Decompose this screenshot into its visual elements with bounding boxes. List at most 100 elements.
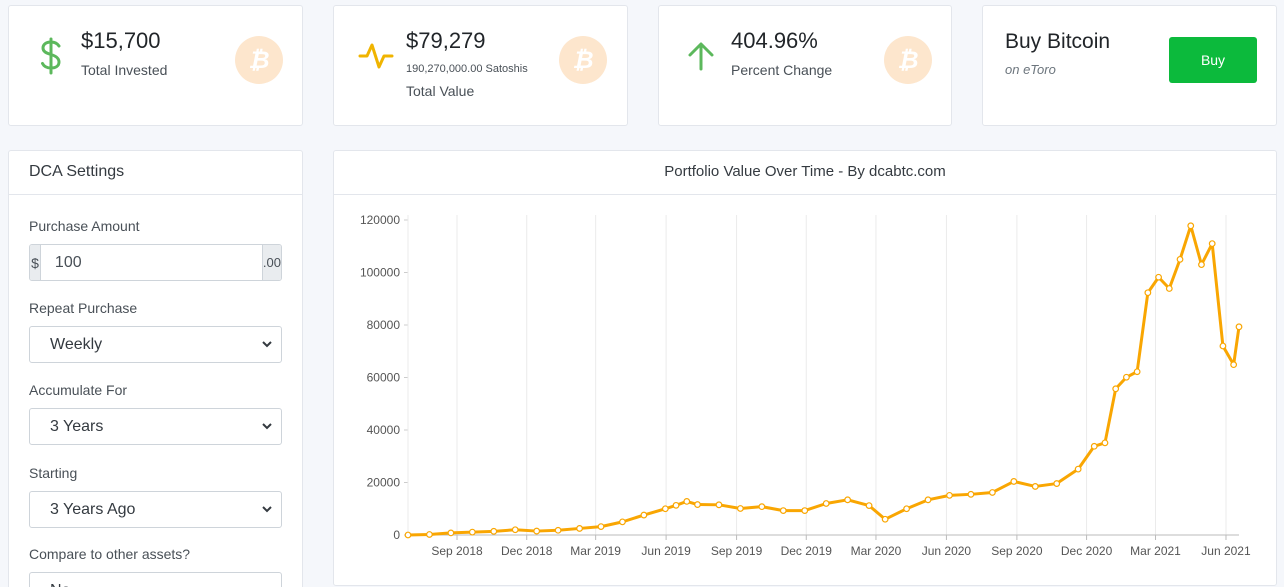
buy-bitcoin-card: Buy Bitcoin on eToro Buy	[982, 5, 1277, 126]
data-point	[924, 496, 932, 504]
chevron-down-icon	[262, 506, 272, 513]
data-point	[1187, 222, 1195, 230]
x-tick-label: Mar 2020	[851, 544, 902, 558]
accumulate-for-select[interactable]: 3 Years	[29, 408, 282, 445]
bitcoin-icon: ₿	[559, 36, 607, 84]
x-tick-label: Dec 2018	[501, 544, 553, 558]
data-point	[1219, 342, 1227, 350]
data-point	[661, 505, 669, 513]
purchase-amount-group: $ .00	[29, 244, 282, 281]
x-tick-label: Sep 2020	[991, 544, 1043, 558]
data-point	[554, 526, 562, 534]
data-point	[988, 489, 996, 496]
accumulate-for-value: 3 Years	[50, 417, 104, 435]
data-point	[1198, 261, 1205, 269]
bitcoin-icon: ₿	[235, 36, 283, 84]
data-point	[576, 525, 583, 532]
y-tick-label: 100000	[360, 266, 400, 280]
purchase-amount-label: Purchase Amount	[29, 218, 140, 234]
data-point	[1053, 480, 1061, 487]
data-point	[447, 529, 455, 537]
data-point	[758, 503, 766, 511]
stat-card-total-invested: $15,700 Total Invested ₿	[8, 5, 303, 126]
starting-label: Starting	[29, 465, 78, 481]
y-tick-label: 80000	[367, 318, 401, 332]
portfolio-value-chart: 0 20000 40000 60000 80000 100000 120000 Sep 201…	[360, 213, 1251, 558]
chart-panel: Portfolio Value Over Time - By dcabtc.co…	[333, 150, 1277, 586]
x-tick-label: Jun 2019	[641, 544, 691, 558]
data-point	[490, 527, 498, 535]
repeat-purchase-value: Weekly	[50, 335, 103, 353]
y-tick-label: 60000	[367, 371, 401, 385]
compare-assets-select[interactable]: No	[29, 572, 282, 587]
buy-bitcoin-subtitle: on eToro	[1005, 62, 1056, 77]
data-point	[1208, 240, 1216, 248]
x-tick-label: Jun 2020	[922, 544, 972, 558]
data-point	[1090, 442, 1098, 450]
purchase-amount-input[interactable]	[40, 245, 262, 280]
data-point	[1010, 478, 1018, 485]
data-point	[779, 507, 787, 514]
total-value-label: Total Value	[406, 83, 475, 99]
data-point	[881, 515, 889, 523]
data-point	[1123, 373, 1130, 381]
data-point	[1230, 361, 1238, 369]
percent-change-value: 404.96%	[731, 28, 818, 53]
cents-suffix: .00	[261, 245, 281, 280]
starting-select[interactable]: 3 Years Ago	[29, 491, 282, 528]
x-tick-label: Dec 2020	[1061, 544, 1113, 558]
buy-bitcoin-title: Buy Bitcoin	[1005, 30, 1111, 53]
data-point	[1101, 439, 1109, 447]
total-invested-label: Total Invested	[81, 62, 168, 78]
data-point	[903, 505, 910, 513]
data-point	[404, 531, 412, 539]
buy-button[interactable]: Buy	[1169, 37, 1257, 83]
data-point	[822, 500, 830, 507]
y-tick-label: 120000	[360, 213, 400, 227]
data-point	[511, 526, 519, 534]
data-point	[1165, 285, 1173, 292]
repeat-purchase-select[interactable]: Weekly	[29, 326, 282, 363]
total-value-amount: $79,279	[406, 28, 486, 53]
total-invested-value: $15,700	[81, 28, 161, 53]
dca-settings-title: DCA Settings	[29, 163, 125, 180]
panel-header: DCA Settings	[9, 151, 302, 195]
data-point	[619, 518, 626, 526]
data-point	[737, 505, 744, 512]
panel-header: Portfolio Value Over Time - By dcabtc.co…	[334, 151, 1276, 195]
compare-assets-label: Compare to other assets?	[29, 546, 191, 562]
data-point	[468, 528, 476, 536]
data-point	[597, 523, 605, 531]
data-point	[683, 498, 691, 505]
x-tick-label: Sep 2019	[711, 544, 763, 558]
data-point	[844, 496, 852, 504]
compare-assets-value: No	[50, 582, 70, 587]
stat-card-total-value: $79,279 190,270,000.00 Satoshis Total Va…	[333, 5, 628, 126]
data-point	[1074, 465, 1082, 473]
satoshis-amount: 190,270,000.00 Satoshis	[406, 63, 528, 75]
data-point	[801, 507, 809, 514]
data-point	[1031, 483, 1039, 490]
arrow-up-icon	[683, 36, 719, 76]
x-tick-label: Jun 2021	[1201, 544, 1251, 558]
bitcoin-icon: ₿	[884, 36, 932, 84]
data-point	[1235, 323, 1243, 331]
y-tick-label: 0	[393, 528, 400, 542]
data-point	[715, 501, 723, 509]
data-point	[1144, 289, 1152, 297]
repeat-purchase-label: Repeat Purchase	[29, 300, 138, 316]
starting-value: 3 Years Ago	[50, 500, 136, 518]
accumulate-for-label: Accumulate For	[29, 382, 128, 398]
currency-prefix: $	[30, 245, 41, 280]
data-point	[967, 490, 975, 498]
stat-card-percent-change: 404.96% Percent Change ₿	[658, 5, 952, 126]
data-point	[640, 511, 648, 519]
data-point	[694, 501, 701, 508]
data-point	[946, 491, 953, 499]
y-tick-label: 20000	[367, 476, 401, 490]
x-tick-label: Mar 2019	[570, 544, 621, 558]
series-line	[407, 224, 1241, 537]
data-point	[533, 527, 541, 535]
chevron-down-icon	[262, 423, 272, 430]
chevron-down-icon	[262, 341, 272, 348]
